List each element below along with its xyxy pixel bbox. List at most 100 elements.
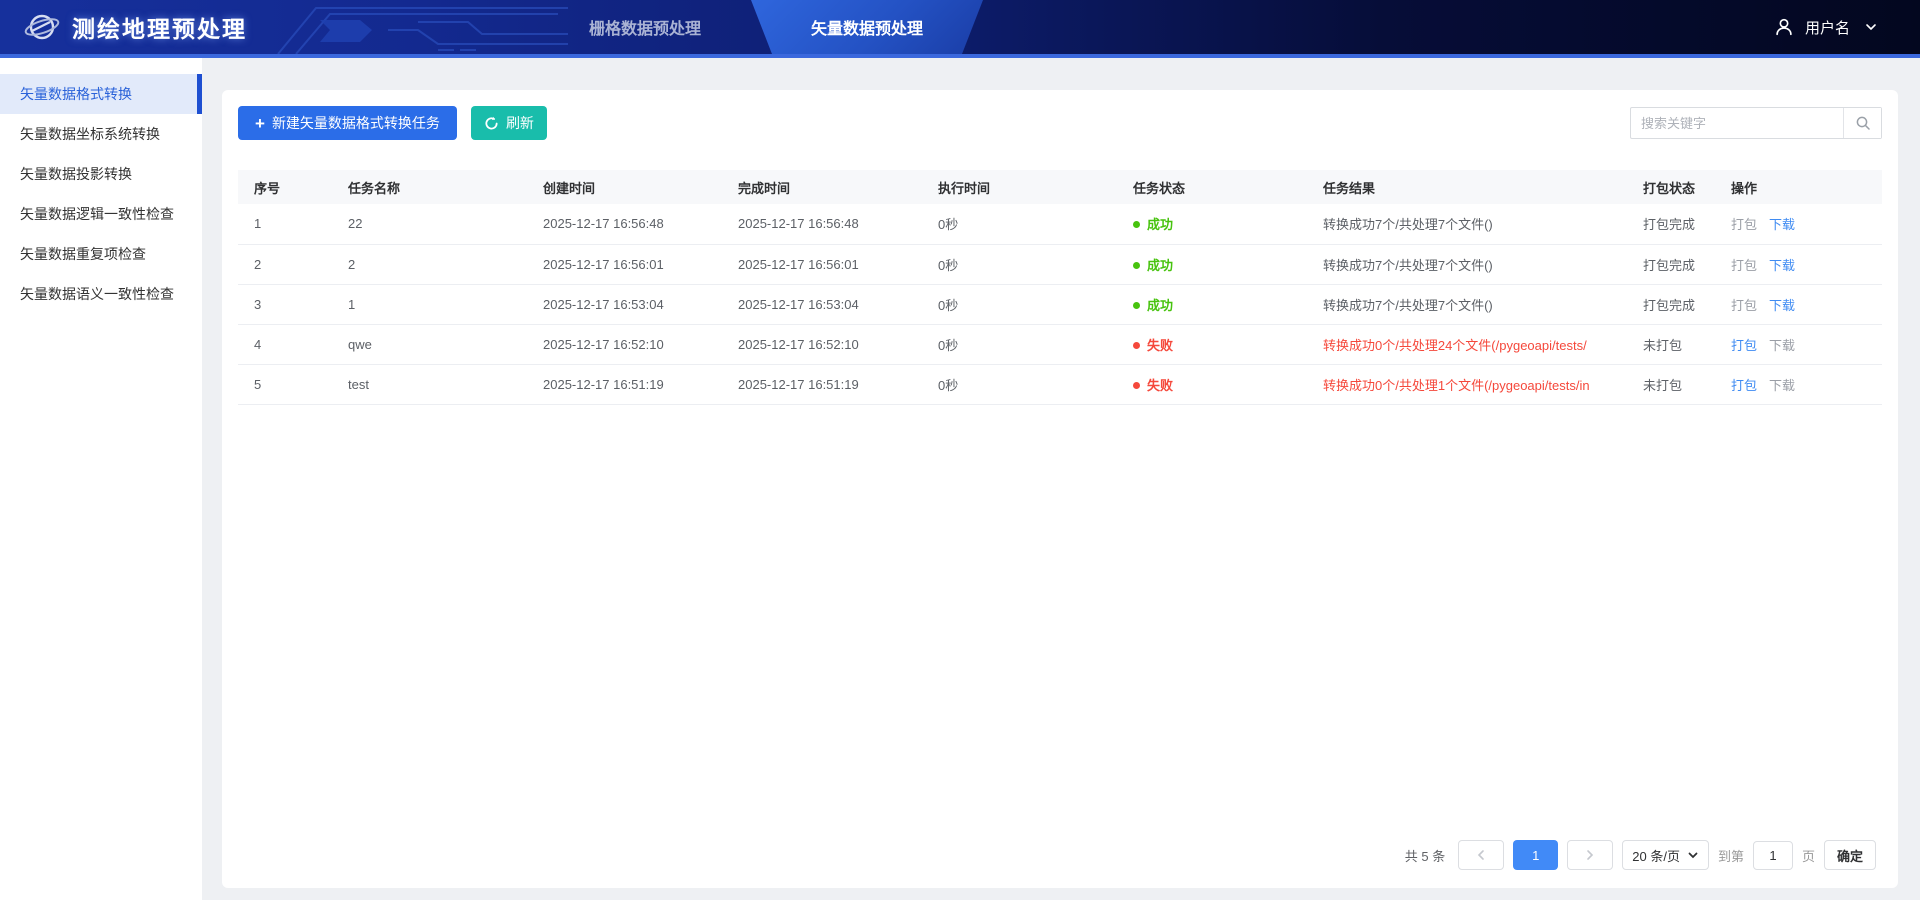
refresh-icon: [485, 116, 498, 129]
chevron-left-icon: [1478, 850, 1485, 860]
cell-package-status: 未打包: [1633, 364, 1721, 405]
table-row: 4 qwe 2025-12-17 16:52:10 2025-12-17 16:52:…: [238, 324, 1882, 365]
cell-index: 1: [238, 204, 338, 245]
cell-status: 失败: [1123, 364, 1313, 405]
cell-actions: 打包 下载: [1721, 204, 1882, 245]
column-header: 任务结果: [1313, 170, 1633, 204]
table-row: 1 22 2025-12-17 16:56:48 2025-12-17 16:56:4…: [238, 204, 1882, 245]
column-header: 序号: [238, 170, 338, 204]
cell-finished-time: 2025-12-17 16:52:10: [728, 324, 928, 365]
column-header: 操作: [1721, 170, 1882, 204]
status-dot-icon: [1133, 301, 1140, 309]
tab-vector-preprocessing[interactable]: 矢量数据预处理: [751, 0, 983, 54]
cell-duration: 0秒: [928, 204, 1123, 245]
cell-status: 成功: [1123, 244, 1313, 285]
cell-package-status: 打包完成: [1633, 284, 1721, 325]
cell-status: 成功: [1123, 284, 1313, 325]
status-badge: 成功: [1133, 298, 1173, 313]
main-area: + 新建矢量数据格式转换任务 刷新: [202, 58, 1920, 900]
current-page-button[interactable]: 1: [1513, 840, 1559, 870]
cell-finished-time: 2025-12-17 16:56:01: [728, 244, 928, 285]
cell-finished-time: 2025-12-17 16:56:48: [728, 204, 928, 245]
search-button[interactable]: [1843, 108, 1881, 138]
column-header: 任务名称: [338, 170, 533, 204]
sidebar-item[interactable]: 矢量数据逻辑一致性检查: [20, 206, 174, 222]
cell-created-time: 2025-12-17 16:53:04: [533, 284, 728, 325]
status-dot-icon: [1133, 341, 1140, 349]
column-header: 创建时间: [533, 170, 728, 204]
cell-index: 5: [238, 364, 338, 405]
download-action-link[interactable]: 下载: [1769, 217, 1796, 233]
sidebar-item[interactable]: 矢量数据语义一致性检查: [20, 286, 174, 302]
table-body: 1 22 2025-12-17 16:56:48 2025-12-17 16:56:4…: [238, 204, 1882, 405]
column-header: 打包状态: [1633, 170, 1721, 204]
status-dot-icon: [1133, 381, 1140, 389]
top-tabs: 栅格数据预处理 矢量数据预处理: [539, 0, 983, 54]
user-menu[interactable]: 用户名: [1773, 16, 1920, 38]
sidebar-item[interactable]: 矢量数据重复项检查: [20, 246, 146, 262]
status-dot-icon: [1133, 221, 1140, 229]
column-header: 完成时间: [728, 170, 928, 204]
cell-package-status: 未打包: [1633, 324, 1721, 365]
cell-task-name: 1: [338, 284, 533, 325]
cell-result: 转换成功0个/共处理1个文件(/pygeoapi/tests/in: [1313, 364, 1633, 405]
cell-result: 转换成功7个/共处理7个文件(): [1313, 284, 1633, 325]
cell-index: 2: [238, 244, 338, 285]
cell-result: 转换成功7个/共处理7个文件(): [1313, 204, 1633, 245]
cell-result: 转换成功7个/共处理7个文件(): [1313, 244, 1633, 285]
tab-raster-preprocessing[interactable]: 栅格数据预处理: [588, 21, 701, 38]
cell-package-status: 打包完成: [1633, 204, 1721, 245]
sidebar-item[interactable]: 矢量数据格式转换: [0, 74, 202, 114]
cell-created-time: 2025-12-17 16:51:19: [533, 364, 728, 405]
cell-task-name: 22: [338, 204, 533, 245]
task-table: 序号 任务名称 创建时间 完成时间 执行时间 任务状态 任务结果 打包状态 操作 1 22 2025…: [238, 170, 1882, 405]
package-action-link: 打包: [1731, 297, 1758, 313]
app-title: 测绘地理预处理: [72, 16, 247, 42]
sidebar-item[interactable]: 矢量数据坐标系统转换: [20, 126, 160, 142]
chevron-right-icon: [1587, 850, 1594, 860]
new-task-button[interactable]: + 新建矢量数据格式转换任务: [238, 106, 457, 140]
search-box: [1630, 107, 1882, 139]
prev-page-button[interactable]: [1458, 840, 1505, 870]
cell-index: 3: [238, 284, 338, 325]
cell-actions: 打包 下载: [1721, 244, 1882, 285]
plus-icon: +: [255, 113, 265, 133]
cell-duration: 0秒: [928, 364, 1123, 405]
cell-status: 失败: [1123, 324, 1313, 365]
status-dot-icon: [1133, 261, 1140, 269]
table-row: 2 2 2025-12-17 16:56:01 2025-12-17 16:56:01…: [238, 244, 1882, 285]
cell-package-status: 打包完成: [1633, 244, 1721, 285]
package-action-link: 打包: [1731, 217, 1758, 233]
chevron-down-icon: [1688, 852, 1698, 859]
chevron-down-icon: [1866, 24, 1876, 31]
globe-logo-icon: [24, 14, 60, 40]
new-task-label: 新建矢量数据格式转换任务: [271, 115, 440, 131]
download-action-link: 下载: [1769, 377, 1796, 393]
cell-task-name: qwe: [338, 324, 533, 365]
package-action-link: 打包: [1731, 257, 1758, 273]
download-action-link[interactable]: 下载: [1769, 297, 1796, 313]
status-badge: 失败: [1133, 378, 1173, 393]
table-row: 5 test 2025-12-17 16:51:19 2025-12-17 16:51…: [238, 364, 1882, 405]
download-action-link[interactable]: 下载: [1769, 257, 1796, 273]
sidebar-item[interactable]: 矢量数据投影转换: [20, 166, 132, 182]
refresh-button[interactable]: 刷新: [470, 106, 547, 140]
search-input[interactable]: [1631, 108, 1843, 138]
pagination: 共 5 条 1 20 条/页 到第 页 确定: [238, 830, 1882, 878]
content-card: + 新建矢量数据格式转换任务 刷新: [222, 90, 1898, 888]
user-name: 用户名: [1804, 19, 1850, 37]
goto-page-input[interactable]: [1752, 840, 1793, 870]
goto-confirm-button[interactable]: 确定: [1823, 840, 1876, 870]
app-logo: 测绘地理预处理: [0, 9, 247, 45]
page-size-select[interactable]: 20 条/页: [1622, 840, 1709, 870]
next-page-button[interactable]: [1567, 840, 1614, 870]
cell-actions: 打包 下载: [1721, 284, 1882, 325]
cell-created-time: 2025-12-17 16:56:48: [533, 204, 728, 245]
package-action-link[interactable]: 打包: [1731, 337, 1758, 353]
cell-duration: 0秒: [928, 244, 1123, 285]
cell-created-time: 2025-12-17 16:52:10: [533, 324, 728, 365]
table-row: 3 1 2025-12-17 16:53:04 2025-12-17 16:53:04…: [238, 284, 1882, 325]
cell-duration: 0秒: [928, 324, 1123, 365]
cell-created-time: 2025-12-17 16:56:01: [533, 244, 728, 285]
package-action-link[interactable]: 打包: [1731, 377, 1758, 393]
